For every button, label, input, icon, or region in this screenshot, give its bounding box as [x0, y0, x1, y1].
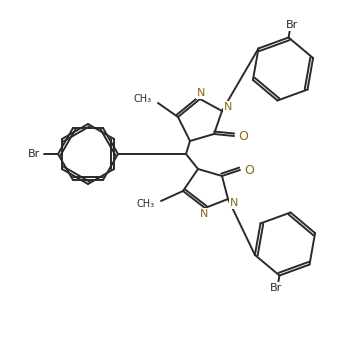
Text: N: N	[200, 209, 208, 219]
Text: N: N	[197, 88, 205, 98]
Text: CH₃: CH₃	[137, 199, 155, 209]
Text: Br: Br	[286, 20, 298, 30]
Text: N: N	[224, 102, 232, 112]
Text: Br: Br	[270, 283, 282, 293]
Text: N: N	[230, 198, 238, 208]
Text: Br: Br	[28, 149, 40, 159]
Text: O: O	[244, 163, 254, 177]
Text: CH₃: CH₃	[134, 94, 152, 104]
Text: O: O	[238, 129, 248, 142]
